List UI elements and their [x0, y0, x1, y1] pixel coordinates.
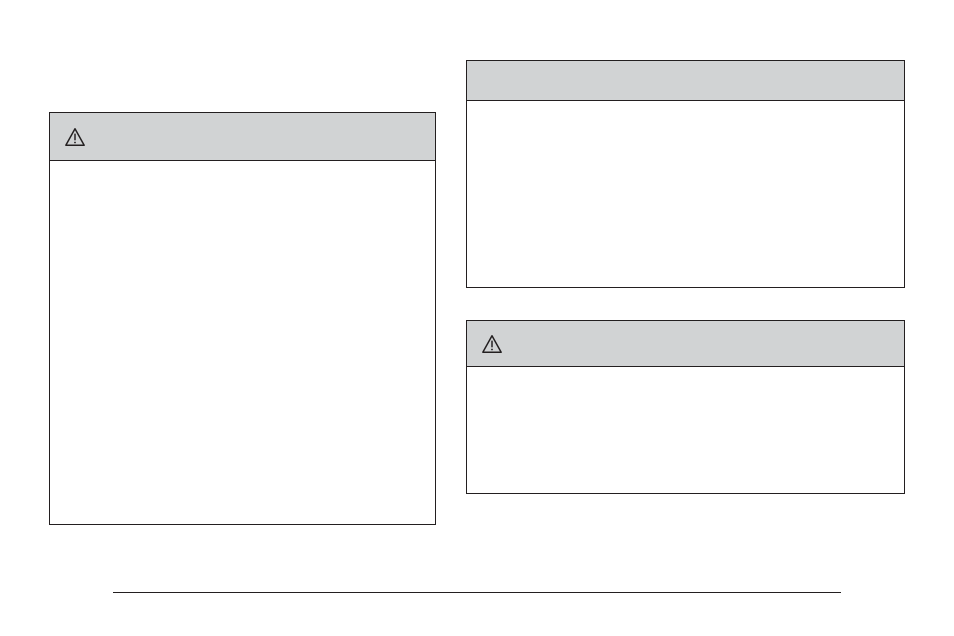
- horizontal-rule: [113, 592, 841, 593]
- panel-left: [49, 112, 436, 525]
- panel-left-header: [50, 113, 435, 161]
- panel-bottom-right-header: [467, 321, 904, 367]
- panel-top-right: [466, 60, 905, 288]
- warning-icon: [64, 126, 86, 148]
- panel-bottom-right-body: [467, 367, 904, 493]
- panel-left-body: [50, 161, 435, 524]
- warning-icon: [481, 333, 503, 355]
- panel-top-right-body: [467, 101, 904, 287]
- panel-top-right-header: [467, 61, 904, 101]
- panel-bottom-right: [466, 320, 905, 494]
